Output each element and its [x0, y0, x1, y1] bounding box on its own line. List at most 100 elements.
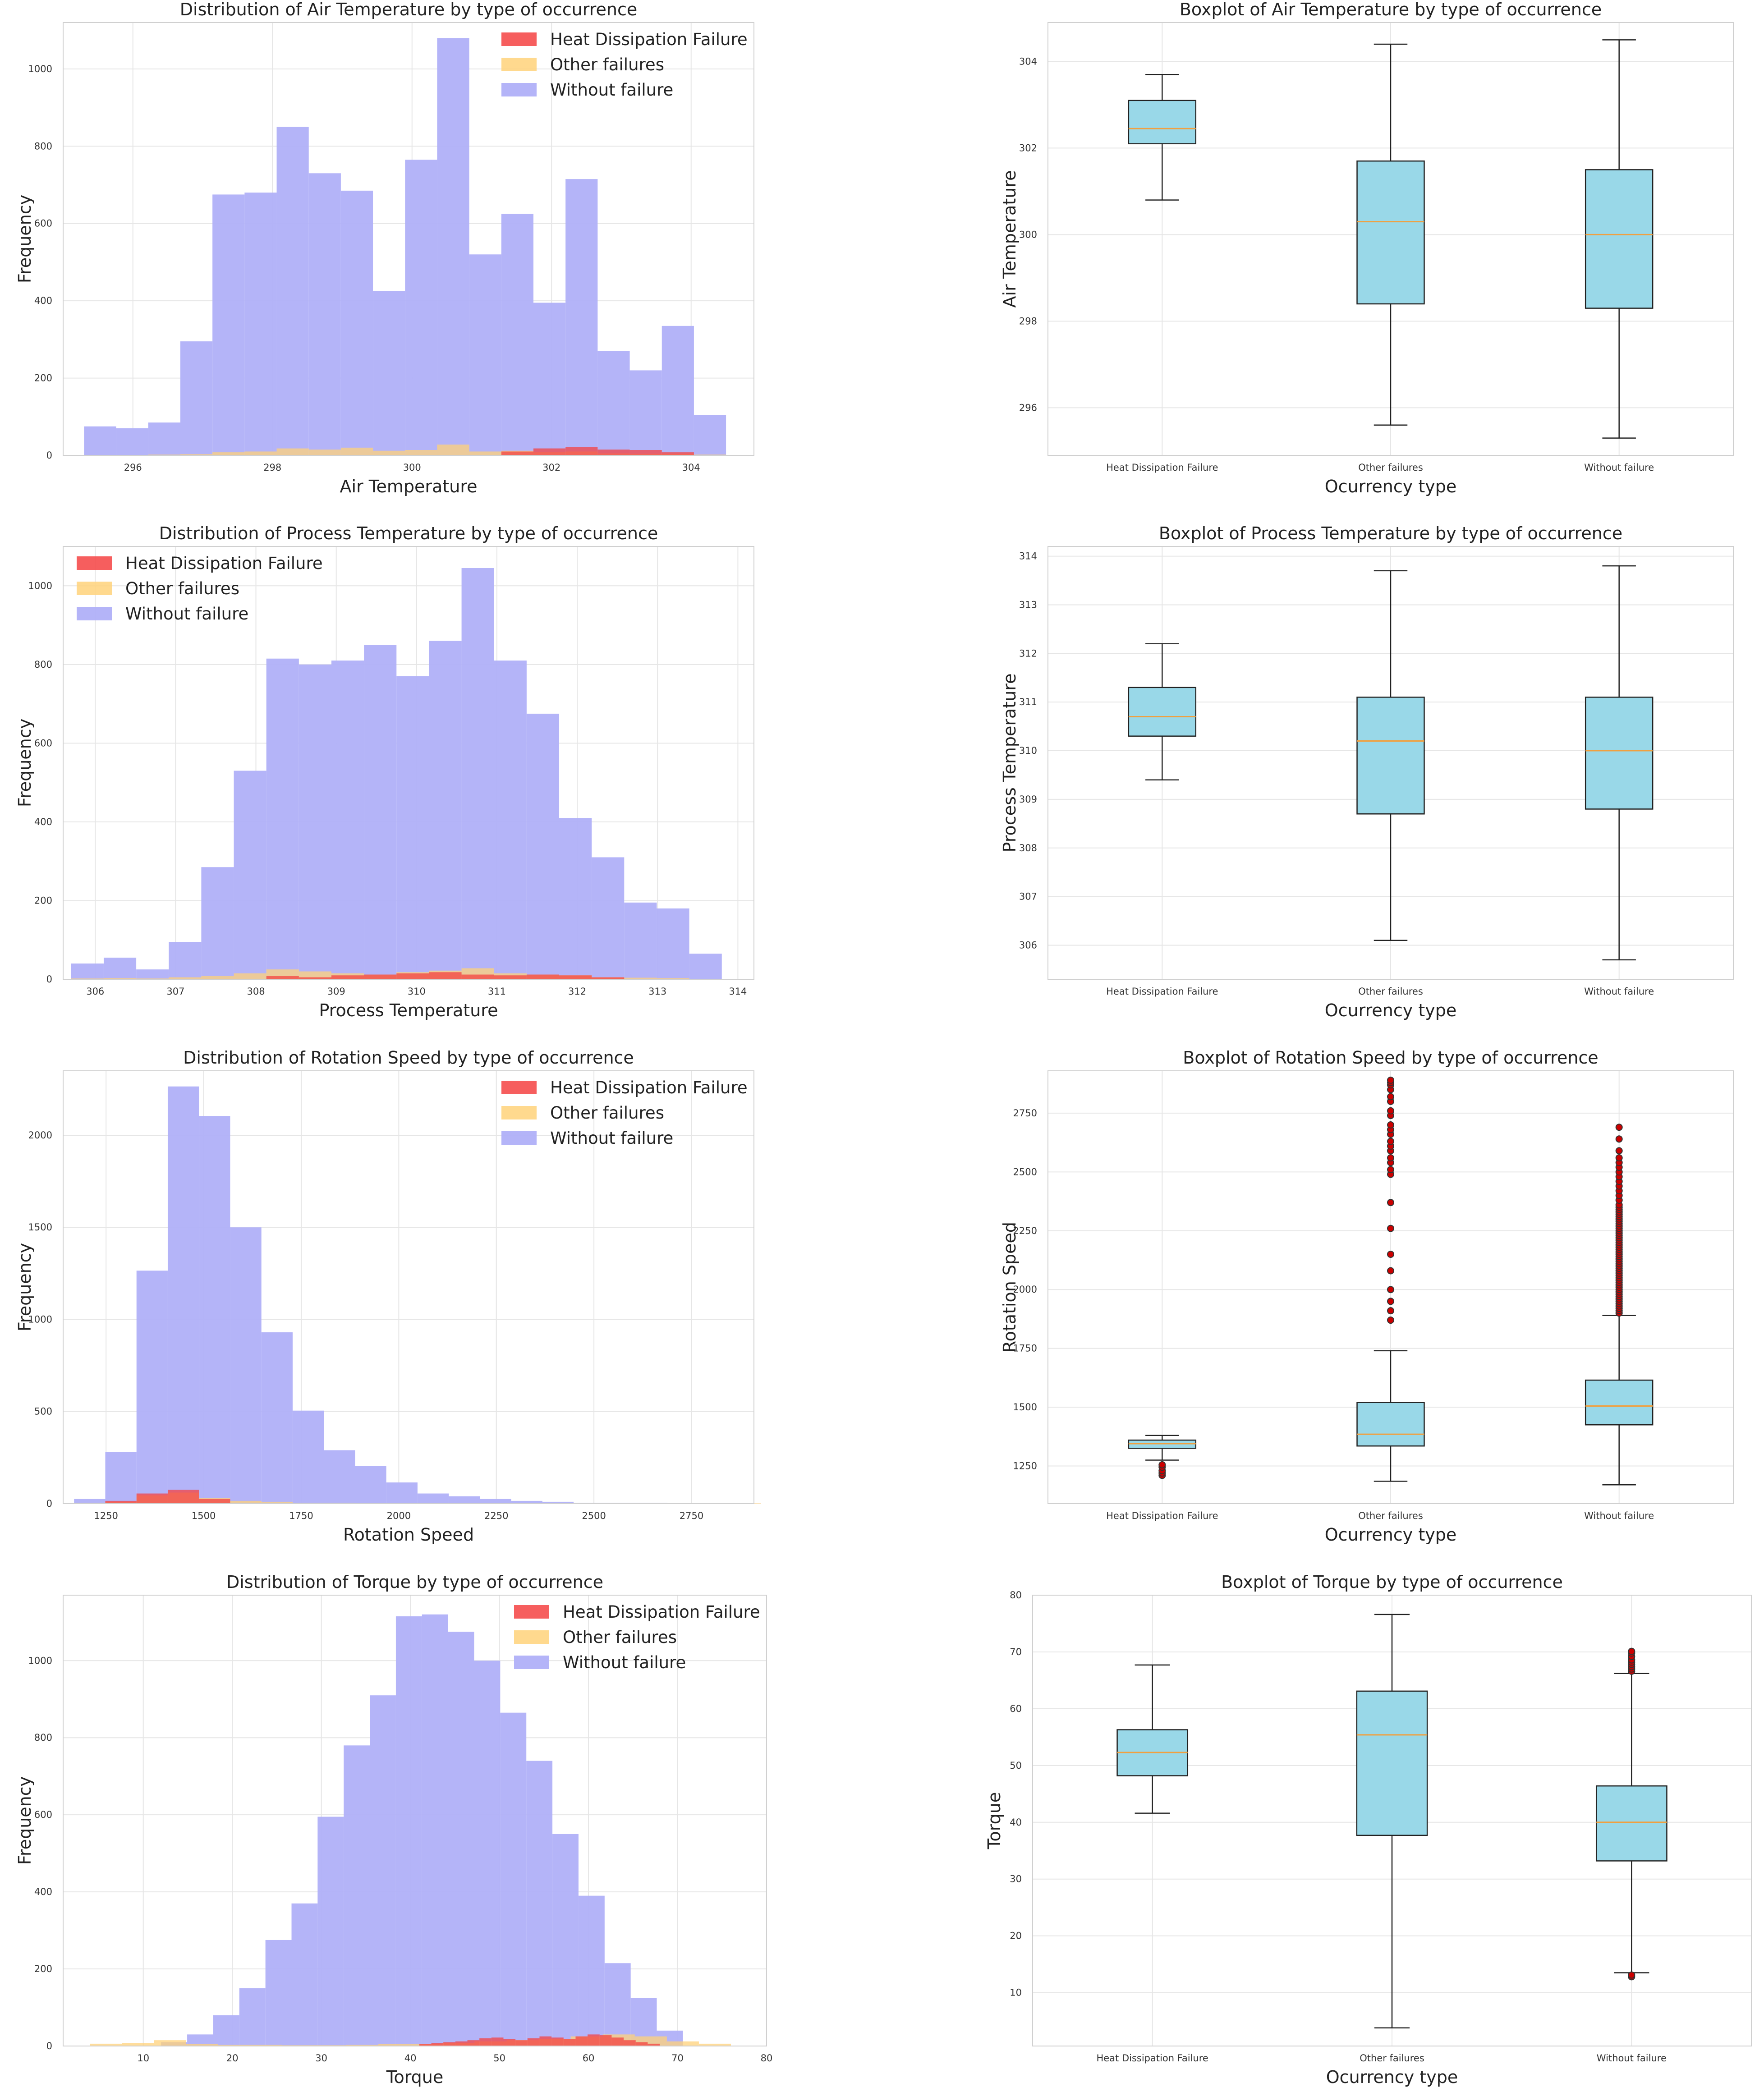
histogram-bar-heat: [167, 1490, 199, 1504]
histogram-bar-other: [340, 447, 373, 455]
histogram-bar-without: [199, 1116, 230, 1504]
histogram-bar-without: [474, 1661, 501, 2046]
histogram-bar-without: [565, 179, 598, 456]
legend-swatch-heat: [501, 32, 537, 46]
histogram-bar-without: [265, 1940, 292, 2046]
y-tick-label: 304: [1019, 56, 1037, 67]
box-iqr: [1585, 1379, 1654, 1426]
histogram-bar-heat: [527, 2038, 540, 2046]
legend-swatch-heat: [514, 1605, 549, 1619]
histogram-bar-heat: [431, 2043, 444, 2046]
x-tick-label: 314: [729, 986, 747, 997]
histogram-bar-without: [386, 1482, 418, 1504]
outlier-point: [1387, 1093, 1394, 1101]
y-tick-label: 296: [1019, 402, 1037, 413]
x-tick-label: 40: [404, 2053, 417, 2064]
x-axis-label: Ocurrency type: [1326, 2067, 1458, 2087]
chart-title: Distribution of Torque by type of occurr…: [226, 1572, 603, 1592]
histogram-bar-without: [299, 664, 331, 979]
legend-label: Other failures: [550, 55, 664, 74]
histogram-bar-without: [373, 291, 405, 455]
x-tick-label: 312: [568, 986, 586, 997]
rotation-speed-boxplot: 1250 1500 1750 2000 2250 2500 2750 Heat Dissipa…: [1000, 1048, 1734, 1545]
histogram-bar-without: [292, 1410, 324, 1504]
histogram-bar-without: [308, 173, 341, 455]
histogram-bar-other: [437, 445, 469, 455]
legend-label: Heat Dissipation Failure: [550, 30, 748, 49]
histogram-bar-heat: [396, 973, 429, 979]
y-axis-label: Frequency: [15, 1243, 35, 1331]
legend-label: Without failure: [550, 80, 673, 100]
legend-swatch-without: [501, 83, 537, 96]
histogram-bar-heat: [299, 977, 331, 979]
histogram-bar-other: [405, 450, 437, 455]
x-tick-label: 309: [327, 986, 345, 997]
x-tick-label: Other failures: [1358, 462, 1423, 473]
y-axis-label: Frequency: [15, 195, 35, 283]
outlier-point: [1387, 1286, 1394, 1294]
chart-title: Distribution of Air Temperature by type …: [180, 0, 637, 19]
y-tick-label: 300: [1019, 229, 1037, 240]
histogram-bar-heat: [364, 974, 397, 979]
y-tick-label: 308: [1019, 843, 1037, 853]
x-axis-label: Process Temperature: [319, 1000, 498, 1020]
y-tick-label: 0: [46, 2041, 52, 2051]
histogram-bar-without: [511, 1500, 542, 1504]
x-tick-label: Without failure: [1597, 2053, 1667, 2064]
box-iqr: [1356, 697, 1425, 815]
box-iqr: [1356, 160, 1425, 305]
histogram-bar-heat: [503, 2039, 516, 2046]
histogram-bar-other: [261, 1501, 293, 1504]
x-tick-label: Heat Dissipation Failure: [1106, 462, 1218, 473]
outlier-point: [1615, 1135, 1623, 1143]
histogram-bar-other: [244, 451, 277, 455]
histogram-bar-without: [370, 1695, 396, 2046]
legend-label: Without failure: [563, 1653, 686, 1672]
histogram-bar-without: [552, 1834, 579, 2046]
y-tick-label: 311: [1019, 697, 1037, 707]
histogram-bar-without: [234, 771, 266, 979]
histogram-bar-without: [71, 963, 104, 979]
histogram-bar-without: [213, 2015, 239, 2046]
x-tick-label: 70: [671, 2053, 684, 2064]
y-tick-label: 30: [1010, 1874, 1022, 1885]
histogram-bar-without: [364, 645, 397, 979]
histogram-bar-other: [346, 2045, 379, 2046]
histogram-bar-heat: [662, 452, 694, 455]
y-tick-label: 2750: [1013, 1108, 1037, 1119]
box-iqr: [1128, 100, 1197, 145]
histogram-bar-heat: [455, 2041, 468, 2046]
histogram-bar-without: [526, 1761, 553, 2046]
histogram-bar-without: [266, 658, 299, 979]
histogram-bar-without: [429, 641, 462, 979]
x-tick-label: 296: [124, 462, 142, 473]
plot-frame: [1047, 546, 1734, 980]
histogram-bar-without: [494, 661, 527, 979]
histogram-bar-other: [698, 2043, 731, 2046]
box-iqr: [1595, 1785, 1668, 1862]
histogram-bar-without: [239, 1988, 266, 2046]
histogram-bar-heat: [629, 450, 662, 455]
histogram-bar-heat: [266, 976, 299, 979]
plot-frame: [63, 546, 754, 980]
y-tick-label: 314: [1019, 551, 1037, 562]
histogram-bar-without: [605, 1502, 636, 1504]
x-tick-label: Heat Dissipation Failure: [1106, 986, 1218, 997]
plot-frame: [63, 1070, 754, 1504]
histogram-bar-other: [657, 978, 689, 979]
histogram-bar-other: [186, 2044, 218, 2046]
histogram-bar-without: [689, 954, 722, 979]
outlier-point: [1387, 1076, 1394, 1084]
outlier-point: [1628, 1647, 1635, 1655]
histogram-bar-other: [234, 973, 266, 979]
histogram-bar-heat: [539, 2036, 552, 2046]
y-tick-label: 1250: [1013, 1461, 1037, 1472]
x-tick-label: 307: [166, 986, 184, 997]
histogram-bar-heat: [419, 2044, 432, 2046]
histogram-bar-without: [417, 1493, 449, 1504]
y-axis-label: Rotation Speed: [1000, 1222, 1020, 1353]
rotation-speed-histogram: 0 500 1000 1500 2000 1250 1500 1750 2000 2250 2500…: [15, 1048, 761, 1545]
histogram-bar-without: [136, 969, 169, 979]
x-tick-label: 302: [542, 462, 560, 473]
histogram-bar-without: [105, 1452, 137, 1504]
